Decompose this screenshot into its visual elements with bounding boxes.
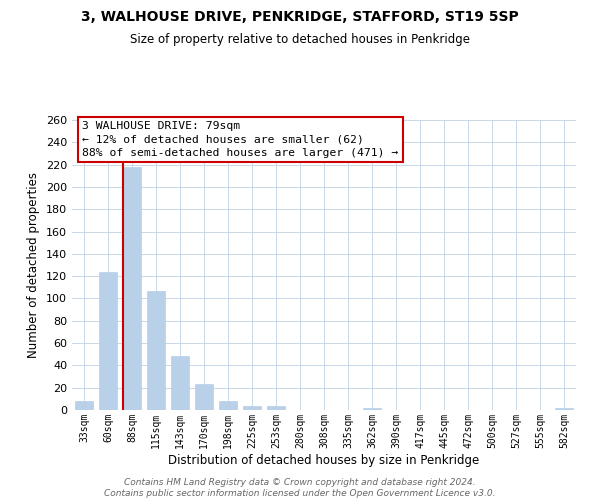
Bar: [555, 408, 573, 410]
Text: 3, WALHOUSE DRIVE, PENKRIDGE, STAFFORD, ST19 5SP: 3, WALHOUSE DRIVE, PENKRIDGE, STAFFORD, …: [81, 10, 519, 24]
Bar: [171, 356, 189, 410]
X-axis label: Distribution of detached houses by size in Penkridge: Distribution of detached houses by size …: [169, 454, 479, 466]
Bar: [243, 406, 261, 410]
Bar: [99, 272, 117, 410]
Bar: [147, 290, 165, 410]
Bar: [75, 401, 93, 410]
Bar: [267, 406, 285, 410]
Bar: [195, 384, 213, 410]
Text: Size of property relative to detached houses in Penkridge: Size of property relative to detached ho…: [130, 32, 470, 46]
Text: 3 WALHOUSE DRIVE: 79sqm
← 12% of detached houses are smaller (62)
88% of semi-de: 3 WALHOUSE DRIVE: 79sqm ← 12% of detache…: [82, 122, 398, 158]
Text: Contains HM Land Registry data © Crown copyright and database right 2024.
Contai: Contains HM Land Registry data © Crown c…: [104, 478, 496, 498]
Bar: [123, 167, 141, 410]
Y-axis label: Number of detached properties: Number of detached properties: [28, 172, 40, 358]
Bar: [363, 408, 381, 410]
Bar: [219, 401, 237, 410]
